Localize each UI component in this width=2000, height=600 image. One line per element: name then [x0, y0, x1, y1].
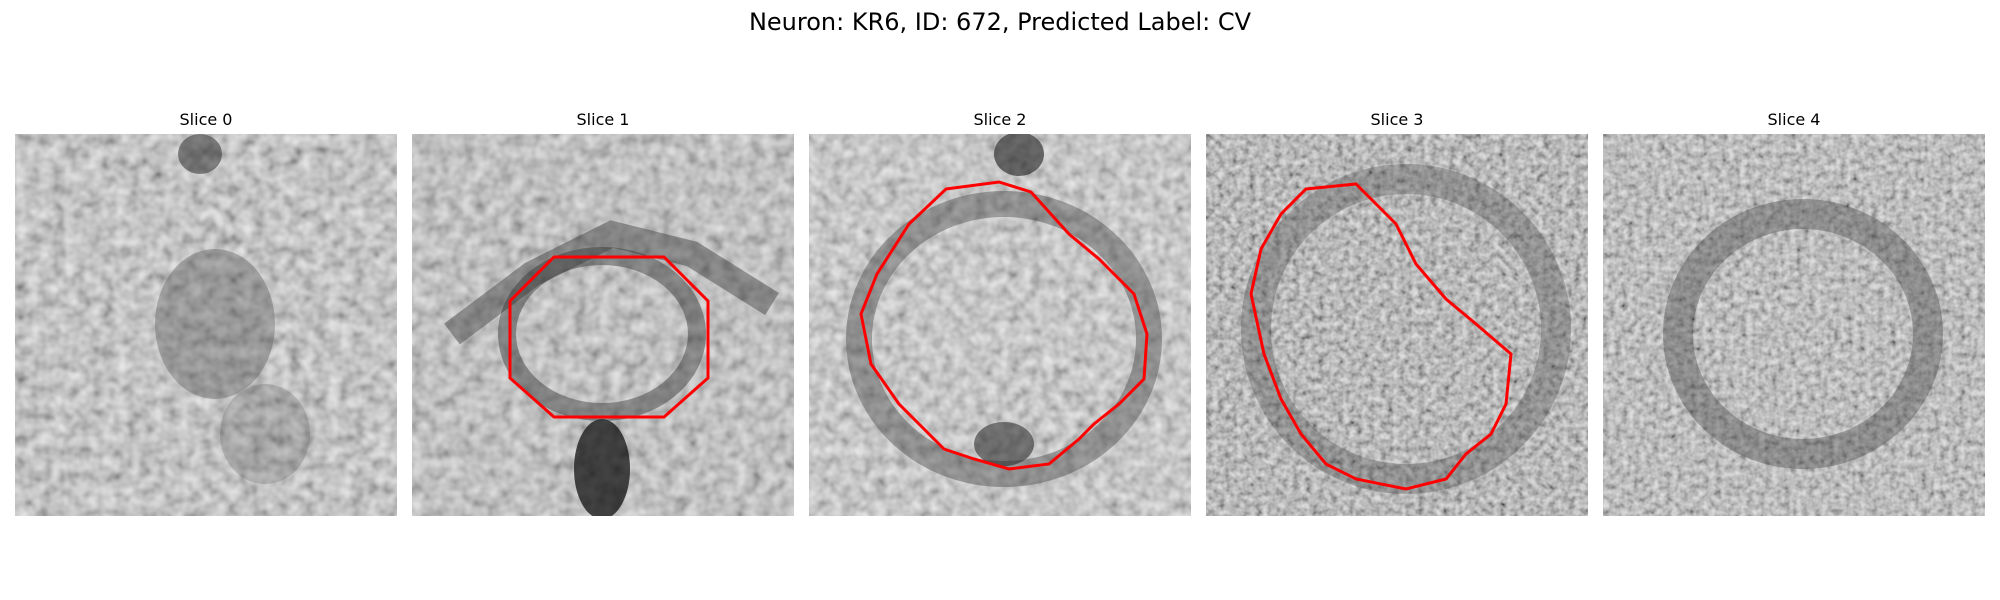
- contour-outline: [508, 255, 710, 419]
- contour-outline: [859, 180, 1149, 471]
- slice-title: Slice 3: [1370, 110, 1424, 129]
- slice-image-2: [809, 134, 1191, 516]
- slice-image-3: [1206, 134, 1588, 516]
- figure-title: Neuron: KR6, ID: 672, Predicted Label: C…: [748, 8, 1252, 36]
- slice-image-4: [1603, 134, 1985, 516]
- slice-title: Slice 2: [973, 110, 1027, 129]
- slice-title: Slice 4: [1767, 110, 1821, 129]
- slice-panel-4: Slice 4: [1603, 110, 1985, 520]
- slice-panel-3: Slice 3: [1206, 110, 1588, 520]
- slice-panel-0: Slice 0: [15, 110, 397, 520]
- slice-image-1: [412, 134, 794, 516]
- slice-image-0: [15, 134, 397, 516]
- slice-title: Slice 0: [179, 110, 233, 129]
- contour-outline: [1249, 182, 1513, 491]
- slice-panel-1: Slice 1: [412, 110, 794, 520]
- slice-panel-2: Slice 2: [809, 110, 1191, 520]
- slice-title: Slice 1: [576, 110, 630, 129]
